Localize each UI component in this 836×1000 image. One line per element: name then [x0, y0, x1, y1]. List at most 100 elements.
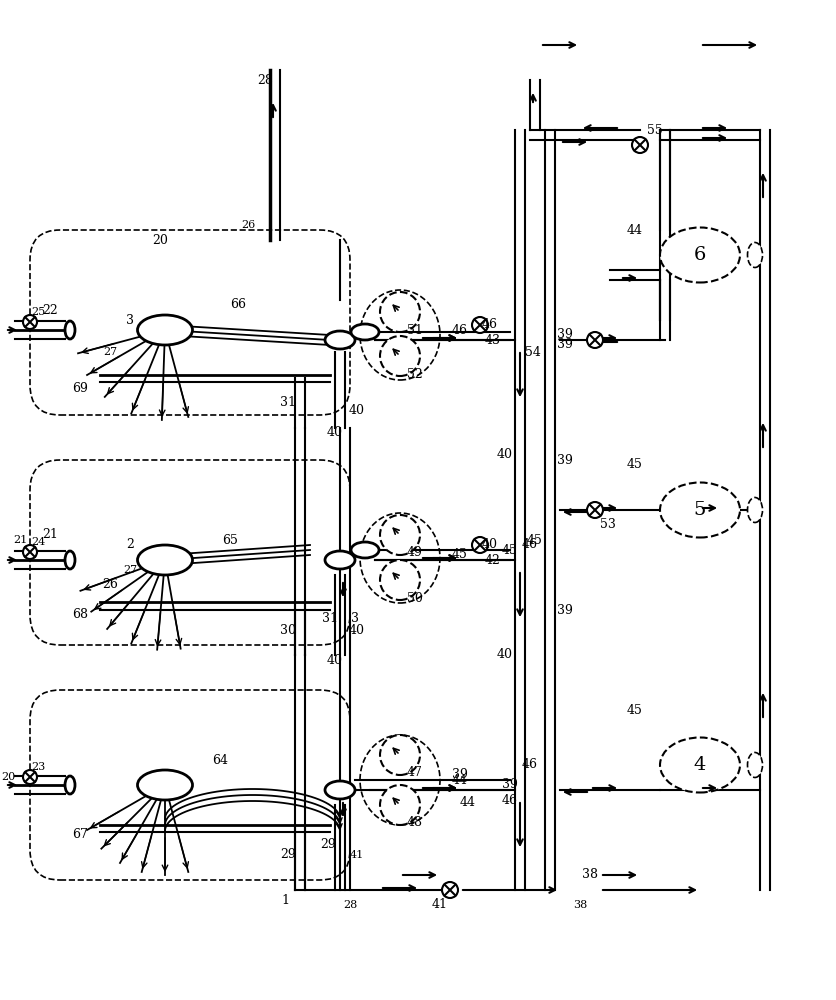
Text: 43: 43 — [484, 334, 501, 347]
Text: 20: 20 — [1, 772, 15, 782]
Ellipse shape — [65, 551, 75, 569]
Text: 31: 31 — [280, 396, 296, 410]
Text: 30: 30 — [280, 624, 296, 637]
Text: 44: 44 — [460, 796, 476, 808]
Text: 45: 45 — [527, 534, 543, 546]
Ellipse shape — [660, 738, 739, 792]
Text: 5: 5 — [693, 501, 706, 519]
Circle shape — [380, 515, 420, 555]
Text: 45: 45 — [502, 544, 517, 556]
Text: 2: 2 — [126, 538, 134, 552]
Text: 40: 40 — [327, 654, 343, 666]
Text: 44: 44 — [626, 224, 642, 236]
Text: 3: 3 — [126, 314, 134, 326]
Text: 41: 41 — [349, 850, 364, 860]
Text: 46: 46 — [502, 794, 517, 806]
Text: 52: 52 — [406, 367, 422, 380]
Ellipse shape — [324, 781, 354, 799]
Text: 54: 54 — [524, 346, 540, 359]
Ellipse shape — [350, 542, 379, 558]
Circle shape — [472, 317, 487, 333]
Ellipse shape — [660, 228, 739, 282]
Text: 68: 68 — [72, 608, 88, 621]
Text: 48: 48 — [406, 816, 422, 828]
Text: 65: 65 — [222, 534, 237, 546]
Text: 39: 39 — [557, 603, 573, 616]
Text: 27: 27 — [103, 347, 117, 357]
Ellipse shape — [747, 242, 762, 267]
Circle shape — [23, 770, 37, 784]
Text: 4: 4 — [693, 756, 706, 774]
Text: 26: 26 — [241, 220, 255, 230]
Circle shape — [441, 882, 457, 898]
Text: 67: 67 — [72, 828, 88, 842]
Text: 66: 66 — [230, 298, 246, 312]
Text: 45: 45 — [626, 704, 642, 716]
Text: 28: 28 — [343, 900, 357, 910]
Text: 42: 42 — [485, 554, 500, 566]
Text: 39: 39 — [557, 328, 573, 342]
Text: 40: 40 — [349, 403, 364, 416]
Text: 3: 3 — [350, 611, 359, 624]
Text: 25: 25 — [31, 307, 45, 317]
Text: 23: 23 — [31, 762, 45, 772]
Text: 40: 40 — [482, 538, 497, 552]
Text: 38: 38 — [572, 900, 586, 910]
Text: 46: 46 — [522, 758, 538, 772]
Text: 49: 49 — [406, 546, 422, 560]
Text: 39: 39 — [557, 338, 573, 352]
Ellipse shape — [747, 752, 762, 778]
Circle shape — [380, 735, 420, 775]
Text: 45: 45 — [626, 458, 642, 472]
Text: 64: 64 — [212, 754, 227, 766]
Text: 38: 38 — [581, 868, 597, 882]
Text: 46: 46 — [482, 318, 497, 332]
Text: 29: 29 — [319, 838, 335, 852]
Ellipse shape — [747, 497, 762, 522]
Text: 31: 31 — [322, 611, 338, 624]
Ellipse shape — [137, 545, 192, 575]
Ellipse shape — [324, 331, 354, 349]
Text: 50: 50 — [406, 591, 422, 604]
Circle shape — [380, 292, 420, 332]
Text: 21: 21 — [42, 528, 58, 542]
Text: 45: 45 — [451, 548, 467, 562]
Text: 40: 40 — [349, 624, 364, 637]
Text: 40: 40 — [327, 426, 343, 438]
Circle shape — [586, 502, 602, 518]
Ellipse shape — [324, 551, 354, 569]
Text: 53: 53 — [599, 518, 615, 532]
Text: 22: 22 — [42, 304, 58, 316]
Text: 28: 28 — [257, 74, 273, 87]
Ellipse shape — [137, 315, 192, 345]
Ellipse shape — [65, 776, 75, 794]
Text: 39: 39 — [557, 454, 573, 466]
Text: 6: 6 — [693, 246, 706, 264]
Text: 27: 27 — [123, 565, 137, 575]
Text: 46: 46 — [451, 324, 467, 336]
Circle shape — [23, 545, 37, 559]
Text: 40: 40 — [497, 448, 512, 462]
Text: 55: 55 — [646, 123, 662, 136]
Circle shape — [380, 336, 420, 376]
Ellipse shape — [137, 770, 192, 800]
Text: 20: 20 — [152, 233, 168, 246]
Circle shape — [472, 537, 487, 553]
Ellipse shape — [65, 321, 75, 339]
Text: 47: 47 — [406, 766, 422, 778]
Text: 1: 1 — [281, 894, 288, 906]
Text: 46: 46 — [522, 538, 538, 552]
Circle shape — [380, 560, 420, 600]
Text: 39: 39 — [502, 778, 517, 792]
Text: 40: 40 — [497, 648, 512, 662]
Ellipse shape — [350, 324, 379, 340]
Text: 44: 44 — [451, 774, 467, 786]
Text: 69: 69 — [72, 381, 88, 394]
Circle shape — [586, 332, 602, 348]
Ellipse shape — [660, 483, 739, 538]
Circle shape — [380, 785, 420, 825]
Text: 29: 29 — [280, 848, 295, 861]
Circle shape — [23, 315, 37, 329]
Text: 41: 41 — [431, 898, 447, 912]
Text: 51: 51 — [406, 324, 422, 336]
